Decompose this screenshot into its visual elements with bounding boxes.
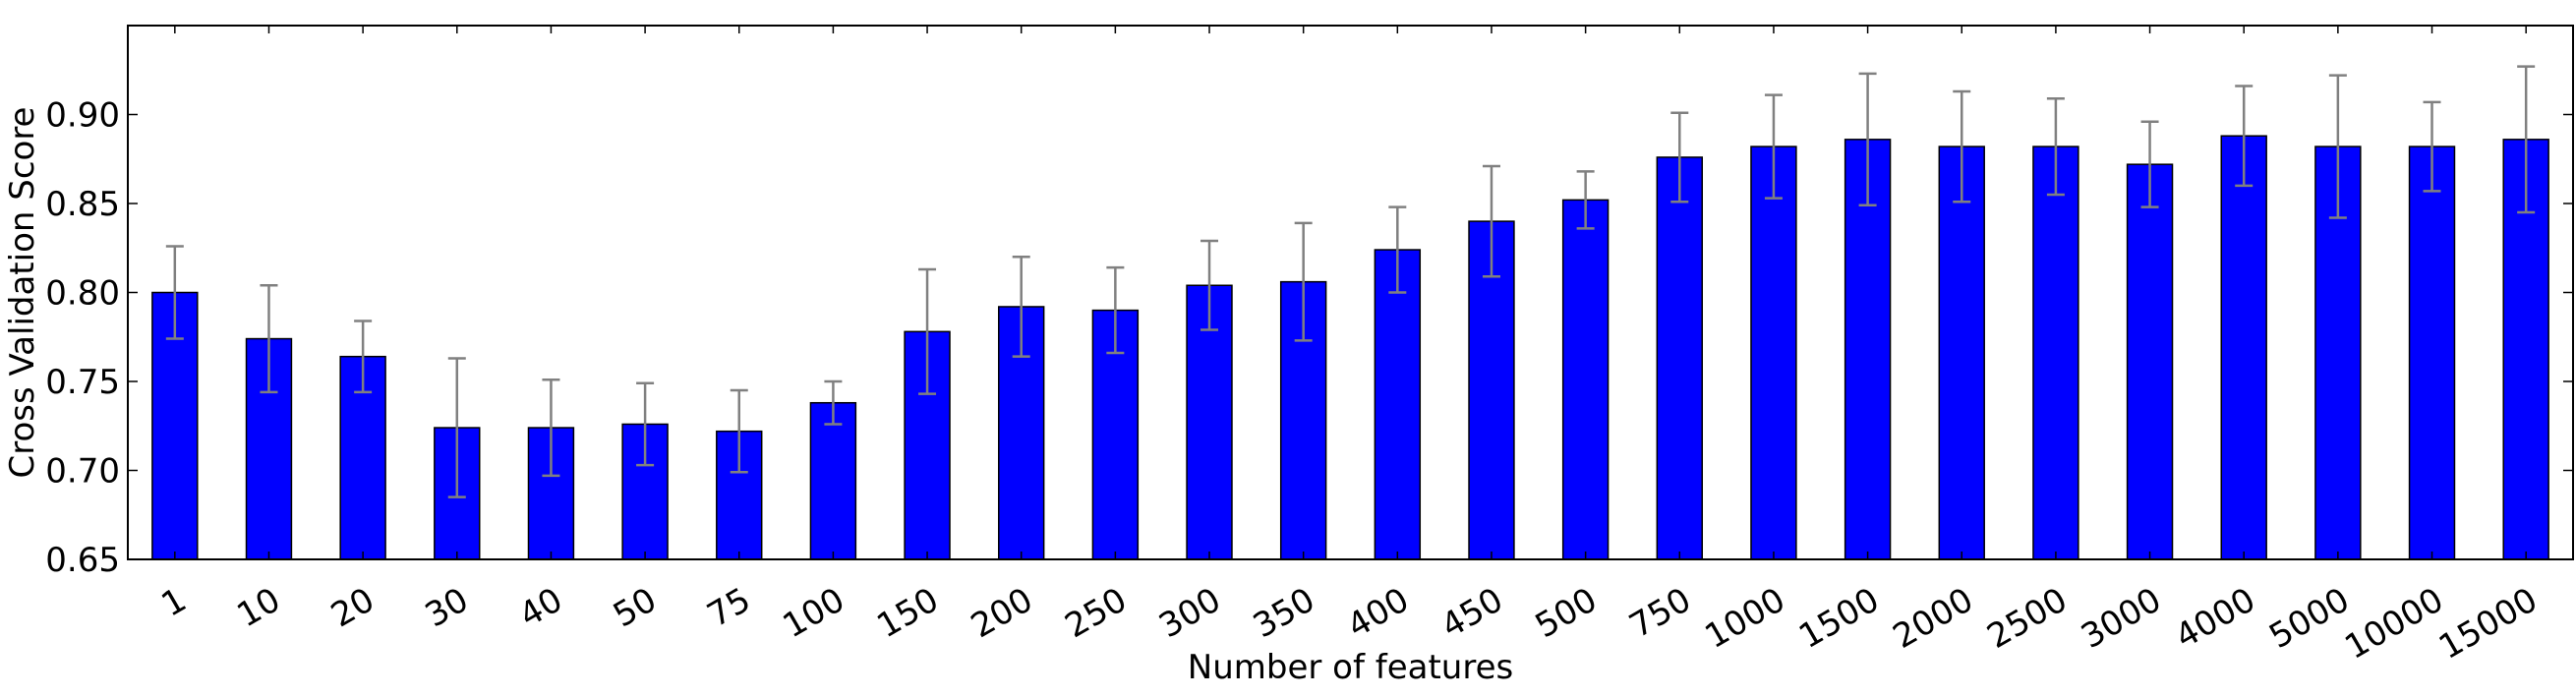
x-tick-label: 10000 bbox=[2338, 580, 2450, 668]
error-bar-450 bbox=[1482, 164, 1500, 278]
plot-area-frame bbox=[127, 25, 2574, 560]
x-tick-label: 100 bbox=[777, 580, 851, 646]
x-tick-label: 1000 bbox=[1699, 580, 1792, 657]
x-tick-label: 2000 bbox=[1887, 580, 1980, 657]
x-tick-label: 200 bbox=[965, 580, 1039, 646]
x-tick-label: 250 bbox=[1059, 580, 1134, 646]
error-bar-350 bbox=[1294, 221, 1313, 342]
bar-3000 bbox=[2126, 163, 2174, 560]
x-tick-label: 40 bbox=[512, 580, 568, 635]
error-bar-75 bbox=[730, 388, 748, 474]
error-bar-30 bbox=[447, 357, 466, 498]
y-tick-label: 0.75 bbox=[45, 363, 120, 402]
error-bar-15000 bbox=[2517, 65, 2536, 214]
bars-layer bbox=[151, 135, 2549, 560]
error-bar-50 bbox=[636, 381, 655, 467]
error-bar-100 bbox=[824, 379, 843, 426]
y-axis: 0.65 0.70 0.75 0.80 0.85 0.90 bbox=[45, 96, 2573, 580]
error-bar-750 bbox=[1670, 111, 1689, 204]
y-tick-label: 0.85 bbox=[45, 185, 120, 224]
x-tick-label: 15000 bbox=[2432, 580, 2545, 668]
x-tick-label: 400 bbox=[1341, 580, 1416, 646]
bar-2500 bbox=[2032, 145, 2079, 560]
y-tick-label: 0.70 bbox=[45, 452, 120, 492]
error-bar-150 bbox=[918, 267, 937, 395]
x-tick-label: 1 bbox=[155, 580, 194, 624]
x-tick-label: 10 bbox=[231, 580, 287, 635]
x-tick-label: 4000 bbox=[2169, 580, 2262, 657]
y-tick-label: 0.80 bbox=[45, 274, 120, 314]
x-tick-label: 50 bbox=[607, 580, 663, 635]
y-tick-label: 0.90 bbox=[45, 96, 120, 136]
x-tick-label: 500 bbox=[1529, 580, 1604, 646]
error-bar-3000 bbox=[2140, 120, 2159, 208]
x-tick-label: 3000 bbox=[2075, 580, 2168, 657]
x-tick-label: 2500 bbox=[1980, 580, 2074, 657]
x-axis-label: Number of features bbox=[1188, 648, 1513, 687]
x-tick-label: 350 bbox=[1247, 580, 1321, 646]
error-bar-40 bbox=[542, 378, 560, 478]
error-bar-250 bbox=[1106, 265, 1125, 355]
error-bar-200 bbox=[1012, 256, 1030, 358]
error-bar-20 bbox=[354, 320, 373, 394]
x-tick-label: 450 bbox=[1434, 580, 1509, 646]
error-bar-2500 bbox=[2046, 96, 2065, 197]
error-bar-10000 bbox=[2423, 100, 2441, 193]
bar-750 bbox=[1656, 156, 1703, 560]
y-axis-label: Cross Validation Score bbox=[3, 107, 42, 479]
bar-4000 bbox=[2220, 135, 2267, 560]
bar-100 bbox=[809, 401, 857, 560]
bar-500 bbox=[1561, 199, 1610, 560]
x-axis: 1 10 20 30 40 50 75 100 150 200 250 300 350 400 450 500… bbox=[155, 26, 2545, 668]
error-bar-1 bbox=[165, 245, 184, 340]
bar-400 bbox=[1374, 249, 1422, 560]
error-bar-400 bbox=[1388, 205, 1407, 294]
x-tick-label: 20 bbox=[324, 580, 381, 635]
error-bar-4000 bbox=[2235, 85, 2254, 188]
x-tick-label: 30 bbox=[419, 580, 475, 635]
error-bar-300 bbox=[1200, 239, 1219, 331]
error-bar-10 bbox=[260, 284, 278, 394]
x-tick-label: 5000 bbox=[2262, 580, 2356, 657]
x-tick-label: 1500 bbox=[1792, 580, 1886, 657]
error-bar-5000 bbox=[2328, 74, 2347, 219]
x-tick-label: 300 bbox=[1152, 580, 1227, 646]
error-bars-layer bbox=[165, 65, 2536, 498]
x-tick-label: 150 bbox=[870, 580, 945, 646]
error-bar-1000 bbox=[1764, 93, 1783, 200]
y-tick-label: 0.65 bbox=[45, 541, 120, 580]
bar-2000 bbox=[1938, 145, 1985, 560]
error-bar-2000 bbox=[1953, 89, 1971, 204]
error-bar-1500 bbox=[1858, 72, 1877, 207]
x-tick-label: 75 bbox=[701, 580, 757, 635]
bar-1000 bbox=[1750, 145, 1797, 560]
x-tick-label: 750 bbox=[1623, 580, 1698, 646]
bar-10000 bbox=[2408, 145, 2456, 560]
error-bar-500 bbox=[1576, 170, 1595, 230]
